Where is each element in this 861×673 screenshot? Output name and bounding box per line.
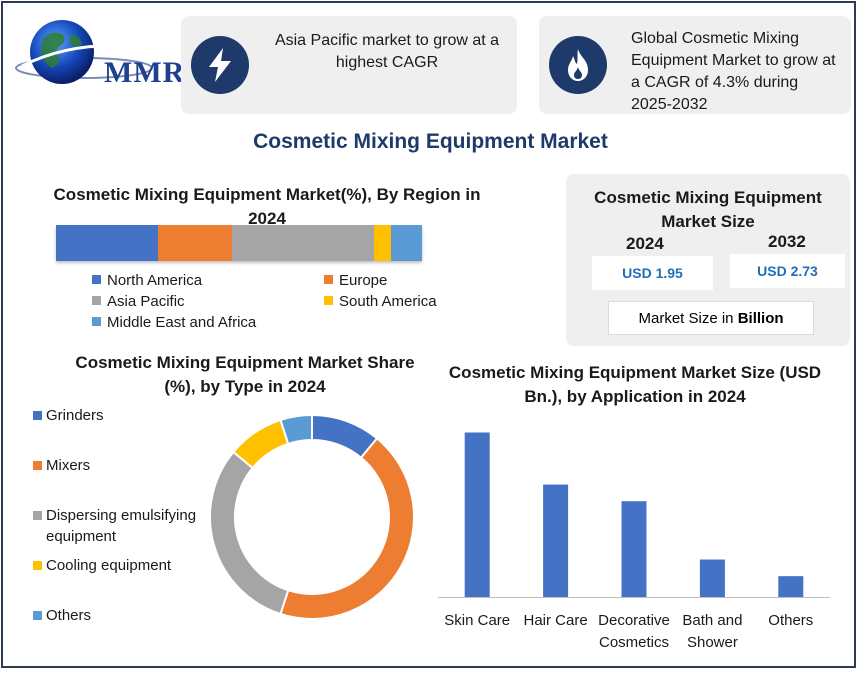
x-tick-label: Others [768,612,813,629]
region-legend-item: Asia Pacific [92,293,185,310]
application-bar [699,559,725,597]
legend-swatch [324,296,333,305]
donut-slice-others [279,415,313,446]
application-chart-title: Cosmetic Mixing Equipment Market Size (U… [448,363,822,406]
legend-swatch [33,411,42,420]
region-legend-item: Europe [324,272,387,289]
legend-swatch [92,317,101,326]
legend-label: South America [339,293,437,310]
legend-label: Cooling equipment [46,557,172,574]
unit-label: Market Size in Billion [608,301,814,335]
region-segment-middle-east-and-africa [390,225,422,261]
type-donut-chart [209,415,415,620]
flame-icon [549,36,607,94]
legend-label: North America [107,272,203,289]
year-2032: 2032 [768,232,806,251]
x-tick-label: Bath and [682,612,742,629]
legend-swatch [92,275,101,284]
donut-slice-mixers [279,436,415,620]
x-tick-label: Decorative [598,612,670,629]
region-legend-item: South America [324,293,437,310]
region-stacked-bar [56,225,422,261]
region-chart-title: Cosmetic Mixing Equipment Market(%), By … [53,185,481,228]
region-legend-item: North America [92,272,202,289]
legend-swatch [324,275,333,284]
lightning-bolt-icon [191,36,249,94]
type-chart-title: Cosmetic Mixing Equipment Market Share (… [75,353,415,396]
application-bar [464,432,490,597]
x-tick-label: Hair Care [524,612,588,629]
card-text: Asia Pacific market to grow at a highest… [274,32,500,71]
legend-label: Middle East and Africa [107,314,257,331]
globe-icon [15,20,163,84]
card-text: Global Cosmetic Mixing Equipment Market … [631,30,836,113]
x-tick-label: Cosmetics [599,634,669,651]
region-legend-item: Middle East and Africa [92,314,256,331]
legend-label: Grinders [46,407,104,424]
year-2024: 2024 [626,234,664,253]
insight-card-region: Asia Pacific market to grow at a highest… [181,16,517,114]
application-bar-chart: Skin Care Hair Care Decorative Cosmetics Bat… [438,432,830,651]
region-segment-asia-pacific [231,225,375,261]
value-2024: USD 1.95 [592,256,713,290]
legend-label: Mixers [46,457,91,474]
legend-label: Asia Pacific [107,293,185,310]
application-bar [543,484,569,597]
region-segment-south-america [374,225,391,261]
logo: MMR [14,16,184,89]
legend-swatch [33,561,42,570]
legend-swatch [33,511,42,520]
application-bar [621,501,647,597]
unit-bold: Billion [737,309,784,327]
application-bar [778,576,804,597]
region-segment-europe [158,225,232,261]
legend-label: Others [46,607,92,624]
logo-text: MMR [104,56,186,89]
legend-label: Dispersing emulsifying equipment [46,507,197,545]
page-title: Cosmetic Mixing Equipment Market [253,130,608,153]
donut-slice-dispersing-emulsifying-equipment [209,450,290,616]
insight-card-cagr: Global Cosmetic Mixing Equipment Market … [539,16,851,114]
market-size-box: Cosmetic Mixing Equipment Market Size 20… [566,174,850,346]
x-tick-label: Skin Care [444,612,510,629]
market-size-title: Cosmetic Mixing Equipment Market Size [594,188,822,231]
legend-swatch [92,296,101,305]
legend-swatch [33,461,42,470]
region-segment-north-america [56,225,159,261]
legend-label: Europe [339,272,388,289]
legend-swatch [33,611,42,620]
x-tick-label: Shower [687,634,738,651]
unit-prefix: Market Size in [638,309,738,327]
value-2032: USD 2.73 [730,254,845,288]
